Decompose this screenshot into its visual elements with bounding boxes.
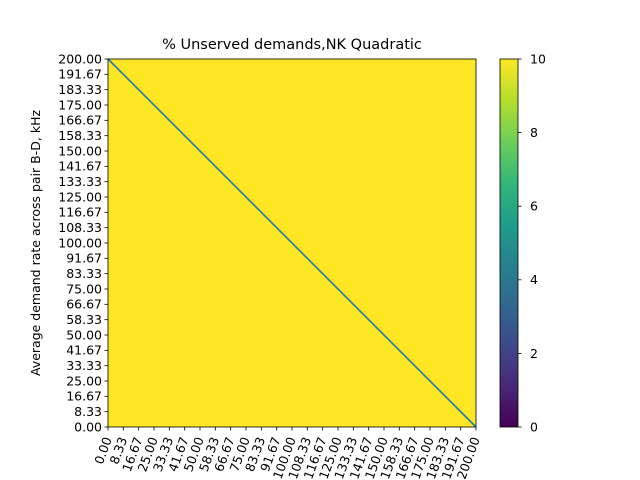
colorbar-tick-label: 2 [530,346,538,361]
y-tick-label: 66.67 [66,297,102,312]
y-tick-label: 100.00 [58,235,102,250]
colorbar-tick-label: 6 [530,199,538,214]
y-axis: 0.008.3316.6725.0033.3341.6750.0058.3366… [58,51,108,434]
y-tick-label: 158.33 [58,128,102,143]
colorbar-tick-label: 0 [530,419,538,434]
y-tick-label: 141.67 [58,159,102,174]
chart-title: % Unserved demands,NK Quadratic [162,37,422,53]
y-tick-label: 116.67 [58,205,102,220]
plot-area [107,58,477,428]
x-axis: 0.008.3316.6725.0033.3341.6750.0058.3366… [91,427,483,480]
y-tick-label: 166.67 [58,113,102,128]
y-tick-label: 108.33 [58,220,102,235]
y-tick-label: 91.67 [66,251,102,266]
colorbar: 0 2 4 6 8 10 [499,51,546,434]
y-tick-label: 133.33 [58,174,102,189]
y-tick-label: 183.33 [58,82,102,97]
colorbar-tick-label: 8 [530,125,538,140]
y-tick-label: 191.67 [58,67,102,82]
y-tick-label: 25.00 [66,373,102,388]
colorbar-tick-label: 4 [530,272,538,287]
y-tick-label: 0.00 [74,419,102,434]
y-tick-label: 150.00 [58,143,102,158]
diagonal-line [107,58,477,428]
y-tick-label: 175.00 [58,97,102,112]
colorbar-frame [499,58,519,428]
y-tick-label: 8.33 [74,404,102,419]
y-tick-label: 125.00 [58,189,102,204]
y-tick-label: 16.67 [66,389,102,404]
y-tick-label: 58.33 [66,312,102,327]
y-tick-label: 33.33 [66,358,102,373]
y-axis-label: Average demand rate across pair B-D, kHz [28,110,43,376]
colorbar-scale [500,59,518,427]
colorbar-tick-label: 10 [530,51,546,66]
y-tick-label: 50.00 [66,327,102,342]
y-tick-label: 200.00 [58,51,102,66]
y-tick-label: 41.67 [66,343,102,358]
y-tick-label: 83.33 [66,266,102,281]
y-tick-label: 75.00 [66,281,102,296]
